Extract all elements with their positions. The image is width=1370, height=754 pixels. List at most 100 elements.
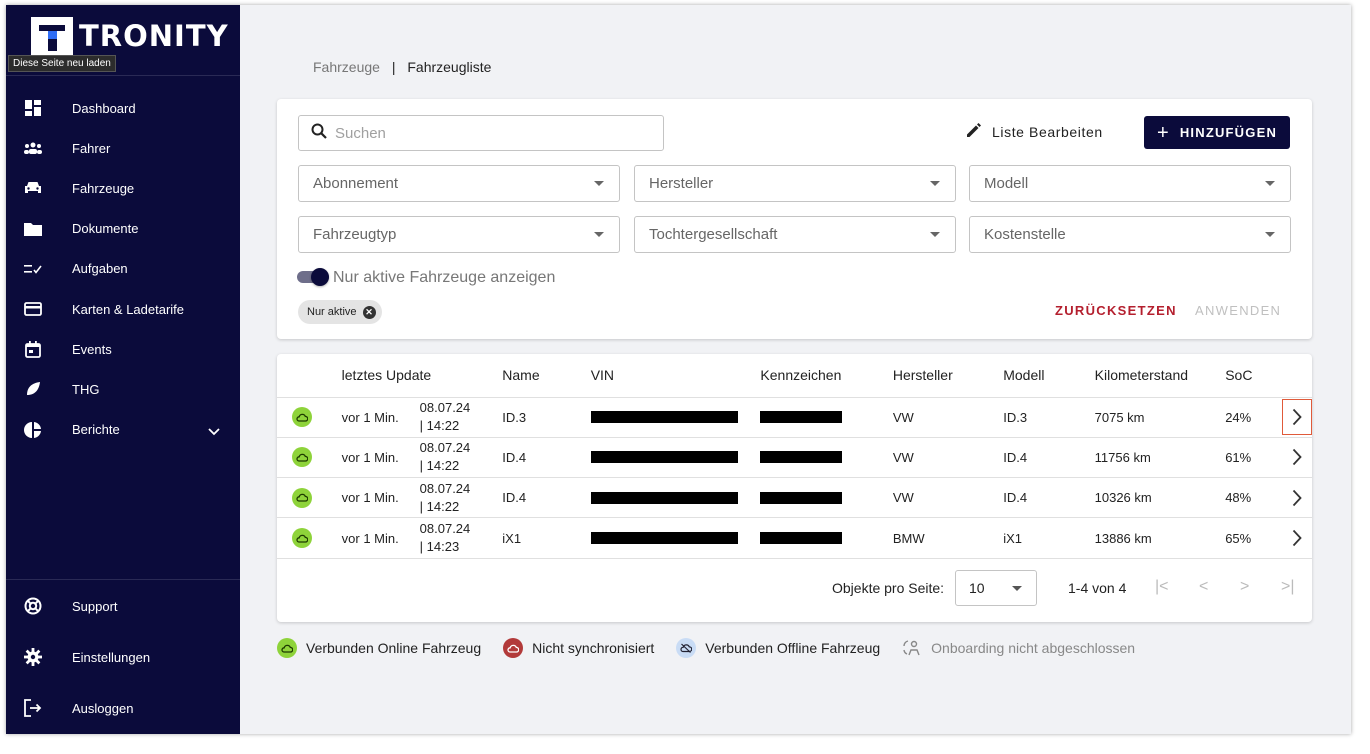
chevron-down-icon[interactable] (208, 424, 220, 439)
per-page-select[interactable]: 10 (955, 570, 1037, 606)
table-row[interactable]: vor 1 Min. 08.07.24 | 14:22 ID.3 VW ID.3 7075 … (277, 397, 1312, 438)
add-vehicle-button[interactable]: + HINZUFÜGEN (1144, 116, 1290, 149)
status-cell (277, 397, 342, 438)
filter-tochtergesellschaft[interactable]: Tochtergesellschaft (634, 216, 956, 253)
legend-label: Nicht synchronisiert (532, 640, 655, 656)
chevron-right-icon[interactable] (1282, 480, 1312, 516)
table-row[interactable]: vor 1 Min. 08.07.24 | 14:22 ID.4 VW ID.4 10326… (277, 477, 1312, 519)
chip-remove-icon[interactable]: ✕ (362, 305, 376, 319)
chevron-right-icon[interactable] (1282, 520, 1312, 556)
name-cell: ID.4 (502, 477, 591, 519)
first-page-icon[interactable]: |< (1155, 578, 1169, 595)
edit-list-button[interactable]: Liste Bearbeiten (965, 121, 1103, 142)
sidebar-item-fahrzeuge[interactable]: Fahrzeuge (6, 168, 240, 208)
legend-label: Verbunden Online Fahrzeug (306, 640, 482, 656)
column-header-hersteller[interactable]: Hersteller (892, 354, 1004, 398)
breadcrumb-current: Fahrzeugliste (407, 59, 492, 75)
sidebar-item-support[interactable]: Support (6, 586, 240, 626)
chevron-right-icon[interactable] (1282, 439, 1312, 475)
sidebar-item-label: Ausloggen (72, 700, 134, 716)
card-icon (24, 300, 42, 318)
edit-list-label: Liste Bearbeiten (992, 123, 1103, 140)
sidebar-item-events[interactable]: Events (6, 329, 240, 369)
filter-hersteller[interactable]: Hersteller (634, 165, 956, 202)
legend-online: Verbunden Online Fahrzeug (277, 638, 481, 658)
people-icon (24, 139, 42, 157)
caret-down-icon (1012, 586, 1022, 591)
filter-abonnement[interactable]: Abonnement (298, 165, 620, 202)
vehicle-table: letztes Update Name VIN Kennzeichen Hers… (277, 354, 1312, 559)
pencil-icon (965, 121, 992, 142)
column-header-kennzeichen[interactable]: Kennzeichen (760, 354, 893, 398)
logo[interactable]: TRONITY (31, 17, 229, 55)
leaf-icon (24, 380, 42, 398)
sidebar-item-dokumente[interactable]: Dokumente (6, 209, 240, 249)
column-header-vin[interactable]: VIN (590, 354, 761, 398)
select-label: Modell (984, 175, 1029, 192)
add-button-label: HINZUFÜGEN (1179, 125, 1278, 140)
next-page-icon[interactable]: > (1240, 578, 1250, 595)
action-header (1275, 354, 1312, 398)
sidebar-divider (6, 75, 240, 76)
sidebar: TRONITY Diese Seite neu laden Dashboard … (6, 5, 240, 734)
breadcrumb-parent[interactable]: Fahrzeuge (313, 59, 380, 75)
sidebar-item-label: THG (72, 381, 100, 397)
status-header (277, 354, 342, 398)
model-cell: ID.3 (1003, 397, 1095, 438)
last-page-icon[interactable]: >| (1281, 578, 1295, 595)
update-datetime: 08.07.24 | 14:22 (420, 439, 471, 475)
logout-icon (24, 699, 42, 717)
vin-cell (590, 477, 761, 519)
select-label: Fahrzeugtyp (313, 226, 397, 243)
update-relative: vor 1 Min. (341, 490, 399, 506)
filter-kostenstelle[interactable]: Kostenstelle (969, 216, 1291, 253)
breadcrumb-separator: | (391, 59, 396, 75)
redacted-vin (590, 411, 738, 424)
column-header-name[interactable]: Name (502, 354, 591, 398)
legend-not-synced: Nicht synchronisiert (503, 638, 654, 658)
sidebar-item-label: Karten & Ladetarife (72, 301, 185, 317)
apply-button[interactable]: ANWENDEN (1195, 303, 1282, 318)
status-cell (277, 437, 342, 479)
reset-button[interactable]: ZURÜCKSETZEN (1055, 303, 1177, 318)
page-range: 1-4 von 4 (1068, 580, 1127, 596)
maker-cell: VW (892, 477, 1004, 519)
column-header-kilometerstand[interactable]: Kilometerstand (1094, 354, 1226, 398)
filter-modell[interactable]: Modell (969, 165, 1291, 202)
chip-label: Nur aktive (307, 306, 357, 318)
cloud-icon (292, 447, 312, 468)
column-header-update[interactable]: letztes Update (341, 354, 503, 398)
chevron-right-icon[interactable] (1282, 399, 1312, 436)
search-box[interactable] (298, 115, 664, 151)
table-row[interactable]: vor 1 Min. 08.07.24 | 14:23 iX1 BMW iX1 13886 … (277, 517, 1312, 559)
select-label: Kostenstelle (984, 226, 1066, 243)
sidebar-item-aufgaben[interactable]: Aufgaben (6, 249, 240, 289)
status-cell (277, 477, 342, 519)
prev-page-icon[interactable]: < (1199, 578, 1209, 595)
column-header-soc[interactable]: SoC (1225, 354, 1275, 398)
plate-cell (760, 397, 893, 438)
update-time: | 14:22 (419, 418, 460, 434)
sidebar-item-dashboard[interactable]: Dashboard (6, 88, 240, 128)
cloud-icon (292, 487, 312, 508)
sidebar-item-einstellungen[interactable]: Einstellungen (6, 637, 240, 677)
table-row[interactable]: vor 1 Min. 08.07.24 | 14:22 ID.4 VW ID.4 11756… (277, 437, 1312, 479)
column-header-modell[interactable]: Modell (1003, 354, 1095, 398)
update-time: | 14:22 (419, 458, 460, 474)
active-only-toggle[interactable] (295, 268, 331, 286)
sidebar-item-label: Events (72, 341, 112, 357)
sidebar-nav: Dashboard Fahrer Fahrzeuge Dokumente (6, 88, 240, 450)
filter-fahrzeugtyp[interactable]: Fahrzeugtyp (298, 216, 620, 253)
sidebar-item-karten[interactable]: Karten & Ladetarife (6, 289, 240, 329)
sidebar-item-fahrer[interactable]: Fahrer (6, 128, 240, 168)
update-datetime: 08.07.24 | 14:23 (420, 520, 471, 556)
sidebar-item-berichte[interactable]: Berichte (6, 410, 240, 450)
checklist-icon (24, 260, 42, 278)
sidebar-item-thg[interactable]: THG (6, 369, 240, 409)
km-cell: 11756 km (1094, 437, 1226, 479)
vin-cell (590, 437, 761, 479)
app-window: TRONITY Diese Seite neu laden Dashboard … (6, 5, 1351, 734)
search-input[interactable] (335, 124, 635, 142)
sidebar-item-ausloggen[interactable]: Ausloggen (6, 688, 240, 728)
vehicle-table-card: letztes Update Name VIN Kennzeichen Hers… (277, 354, 1312, 622)
